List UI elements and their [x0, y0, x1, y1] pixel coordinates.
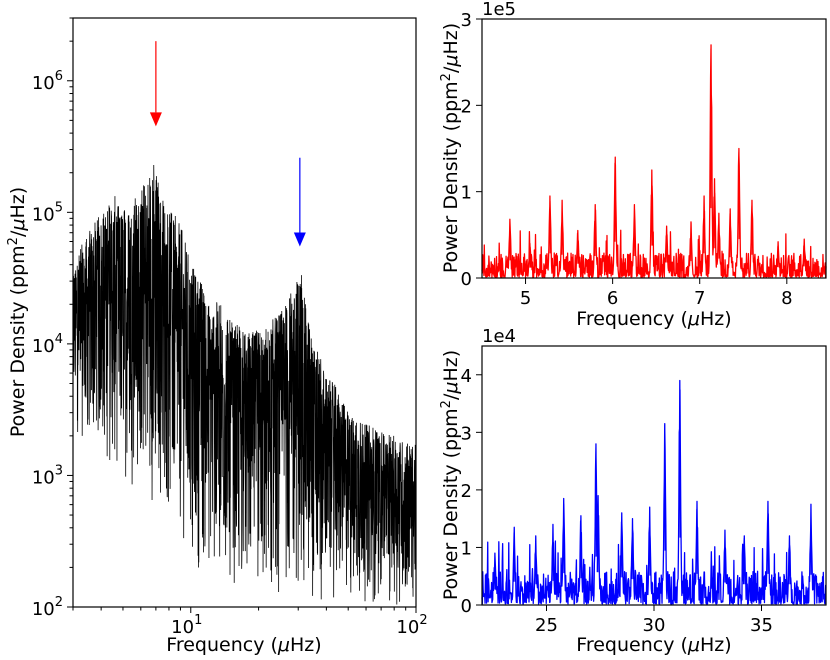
top-right-x-tick-label: 8: [781, 288, 792, 309]
left-y-ticks: 102 103 104 105 106: [32, 17, 73, 620]
bottom-right-y-tick-label: 3: [461, 423, 472, 444]
left-y-tick-label: 103: [32, 463, 63, 488]
bottom-right-y-tick-label: 2: [461, 481, 472, 502]
bottom-right-y-tick-label: 1: [461, 538, 472, 559]
top-right-series-line: [481, 44, 827, 278]
bottom-right-y-tick-label: 4: [461, 366, 472, 387]
left-power-spectrum-series: [72, 165, 417, 605]
bottom-right-series-line: [481, 379, 827, 605]
left-arrow-annotations: [149, 41, 306, 247]
top-right-y-tick-label: 1: [461, 183, 472, 204]
top-right-x-tick-label: 5: [520, 288, 531, 309]
top-right-plot-frame: [481, 18, 827, 279]
left-arrow-red: [149, 41, 162, 127]
left-x-tick-label: 102: [396, 613, 427, 638]
left-x-tick-label: 101: [171, 613, 202, 638]
bottom-right-x-tick-label: 25: [535, 615, 558, 636]
left-y-tick-label: 105: [32, 200, 63, 225]
top-right-y-tick-label: 0: [461, 269, 472, 290]
top-right-red-series: [481, 44, 827, 278]
top-right-y-ticks: 0 1 2 3: [461, 10, 482, 290]
left-y-tick-label: 102: [32, 595, 63, 620]
left-y-tick-label: 104: [32, 332, 63, 357]
left-panel: 102 103 104 105 106 101 102 Frequency (μHz) P…: [6, 17, 428, 656]
left-x-ticks: 101 102: [72, 607, 428, 638]
top-right-x-tick-label: 6: [607, 288, 618, 309]
bottom-right-x-ticks: 25 30 35: [535, 605, 773, 636]
left-y-axis-label: Power Density (ppm2/μHz): [6, 187, 29, 437]
top-right-y-tick-label: 2: [461, 96, 472, 117]
bottom-right-panel: 0 1 2 3 4 25 30 35 1e4 Frequency (μHz) Power D…: [439, 326, 827, 656]
bottom-right-offset-text: 1e4: [482, 326, 516, 347]
left-plot-frame: [72, 17, 417, 608]
bottom-right-x-axis-label: Frequency (μHz): [576, 634, 731, 656]
top-right-x-tick-label: 7: [694, 288, 705, 309]
left-y-tick-label: 106: [32, 69, 63, 94]
top-right-x-ticks: 5 6 7 8: [520, 278, 793, 309]
left-x-axis-label: Frequency (μHz): [166, 634, 321, 656]
top-right-x-axis-label: Frequency (μHz): [576, 308, 731, 330]
left-arrow-blue: [293, 157, 306, 247]
bottom-right-x-tick-label: 35: [750, 615, 773, 636]
top-right-panel: 0 1 2 3 5 6 7 8 1e5 Frequency (μHz) Power Dens…: [439, 0, 827, 330]
top-right-y-axis-label: Power Density (ppm2/μHz): [439, 23, 462, 273]
bottom-right-blue-series: [481, 379, 827, 605]
bottom-right-y-ticks: 0 1 2 3 4: [461, 366, 482, 617]
bottom-right-y-axis-label: Power Density (ppm2/μHz): [439, 350, 462, 600]
bottom-right-y-tick-label: 0: [461, 596, 472, 617]
top-right-offset-text: 1e5: [482, 0, 516, 20]
bottom-right-x-tick-label: 30: [643, 615, 666, 636]
left-power-spectrum-line: [72, 165, 417, 605]
top-right-y-tick-label: 3: [461, 10, 472, 31]
